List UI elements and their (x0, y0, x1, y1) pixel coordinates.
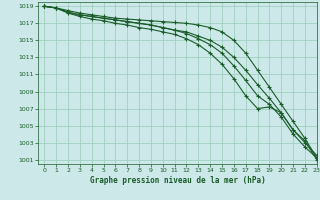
X-axis label: Graphe pression niveau de la mer (hPa): Graphe pression niveau de la mer (hPa) (90, 176, 266, 185)
